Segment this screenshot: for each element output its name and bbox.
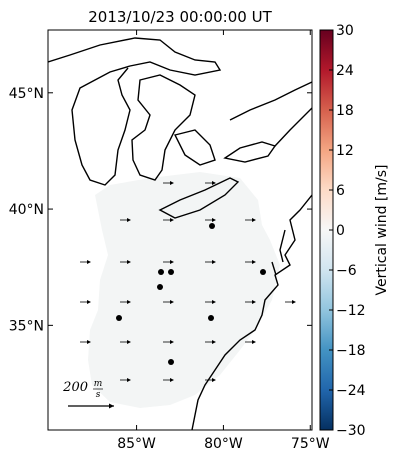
wind-vector-head	[252, 260, 256, 264]
wind-vector-head	[87, 260, 91, 264]
wind-vector-head	[87, 300, 91, 304]
wind-vector-head	[212, 340, 216, 344]
radar-site	[157, 284, 163, 290]
scale-unit-den: s	[96, 390, 101, 400]
wind-vector-head	[212, 260, 216, 264]
radar-site	[208, 315, 214, 321]
radar-site	[209, 223, 215, 229]
colorbar-label: Vertical wind [m/s]	[374, 165, 390, 296]
scale-unit-num: m	[94, 379, 103, 389]
colorbar-tick-label: −18	[336, 343, 366, 359]
wind-vector-head	[170, 340, 174, 344]
wind-vector-head	[212, 300, 216, 304]
colorbar-tick-label: 6	[336, 183, 345, 199]
lake-huron	[131, 74, 196, 181]
coastline	[48, 37, 222, 186]
lake-erie	[158, 177, 240, 219]
radar-site	[168, 359, 174, 365]
wind-vector-head	[212, 218, 216, 222]
y-tick-label: 45°N	[9, 86, 44, 102]
x-tick-label: 85°W	[117, 436, 156, 452]
wind-vector-head	[170, 260, 174, 264]
wind-vector-head	[252, 300, 256, 304]
scale-value: 200	[62, 380, 88, 395]
colorbar-tick-label: 30	[336, 23, 354, 39]
wind-vector-head	[170, 300, 174, 304]
wind-vector-head	[127, 260, 131, 264]
atlantic-coast	[191, 194, 312, 430]
colorbar-tick-label: 12	[336, 143, 354, 159]
x-tick-label: 80°W	[204, 436, 243, 452]
wind-vector-head	[170, 218, 174, 222]
wind-vector-head	[170, 181, 174, 185]
colorbar-tick-label: 0	[336, 223, 345, 239]
radar-sites	[116, 223, 266, 365]
colorbar-tick-label: −6	[336, 263, 357, 279]
colorbar-tick-label: −12	[336, 303, 366, 319]
wind-vector-head	[127, 340, 131, 344]
y-tick-label: 40°N	[9, 202, 44, 218]
x-tick-label: 75°W	[291, 436, 330, 452]
wind-vector-head	[170, 378, 174, 382]
georgian-bay	[173, 129, 216, 166]
colorbar-tick-label: 24	[336, 63, 354, 79]
colorbar-tick-label: −30	[336, 423, 366, 439]
radar-site	[116, 315, 122, 321]
radar-site	[260, 269, 266, 275]
coverage-area	[88, 172, 280, 408]
wind-vector-head	[127, 378, 131, 382]
y-tick-label: 35°N	[9, 318, 44, 334]
st-lawrence	[229, 81, 312, 147]
wind-vectors	[80, 181, 296, 382]
map-area: 200 m s	[48, 37, 312, 430]
radar-site	[158, 269, 164, 275]
scale-arrow-head	[109, 403, 114, 409]
wind-vector-head	[127, 300, 131, 304]
wind-vector-head	[252, 218, 256, 222]
wind-vector-head	[87, 340, 91, 344]
wind-vector-head	[292, 300, 296, 304]
radar-site	[168, 269, 174, 275]
wind-vector-head	[127, 218, 131, 222]
lake-ontario	[223, 141, 277, 163]
wind-vector-head	[252, 340, 256, 344]
chesapeake	[271, 229, 286, 276]
colorbar-tick-label: −24	[336, 383, 366, 399]
map-frame	[47, 29, 313, 431]
wind-vector-head	[212, 378, 216, 382]
wind-vector-head	[212, 181, 216, 185]
map-title: 2013/10/23 00:00:00 UT	[88, 8, 272, 26]
colorbar-tick-label: 18	[336, 103, 354, 119]
